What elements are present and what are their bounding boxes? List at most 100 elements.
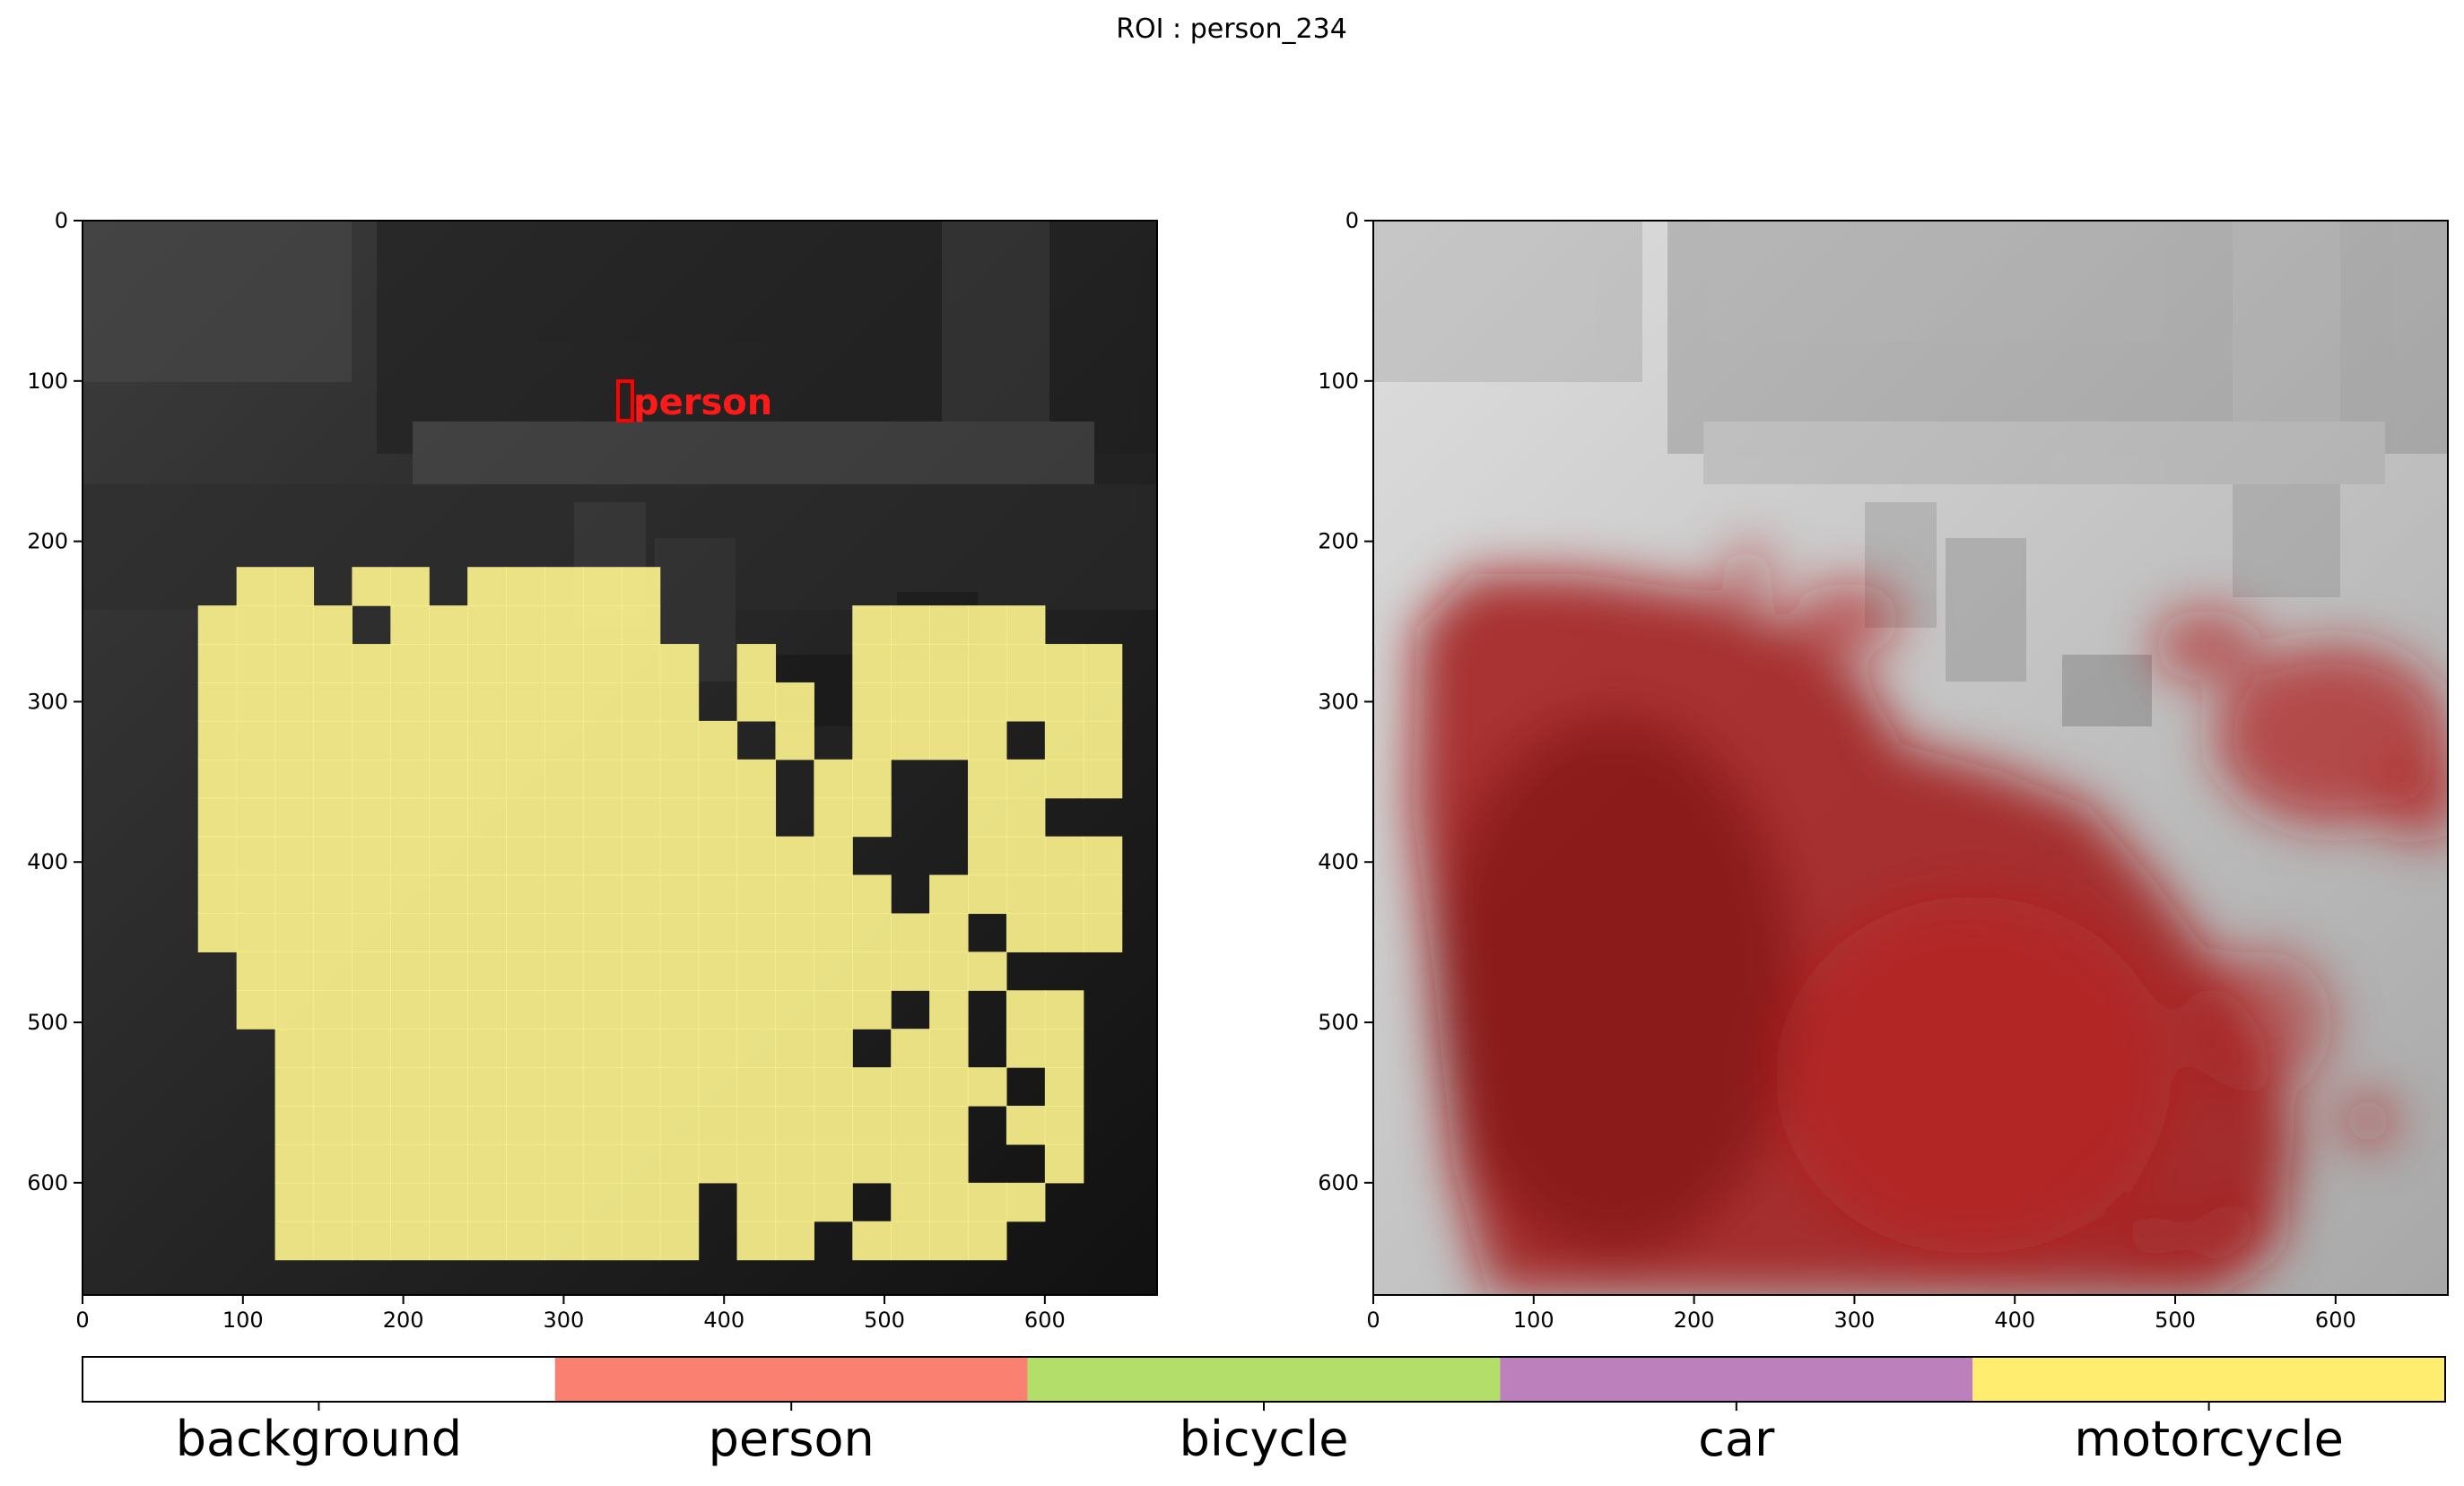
mask-cell [544, 874, 584, 915]
mask-cell [775, 990, 814, 1030]
mask-cell [1083, 644, 1123, 683]
mask-cell [506, 952, 545, 991]
mask-cell [968, 1221, 1007, 1261]
right-axes-frame [1372, 220, 2449, 1296]
mask-cell [1044, 874, 1084, 915]
mask-cell [274, 1029, 315, 1068]
mask-cell [352, 797, 391, 838]
mask-cell [506, 682, 545, 722]
mask-cell [582, 797, 623, 838]
mask-cell [929, 1182, 969, 1222]
mask-cell [467, 682, 507, 722]
mask-cell [621, 1182, 661, 1222]
mask-cell [467, 990, 507, 1030]
mask-cell [891, 1029, 930, 1068]
mask-cell [390, 1221, 430, 1261]
mask-cell [352, 990, 391, 1030]
mask-cell [390, 682, 430, 722]
mask-cell [582, 874, 623, 915]
mask-cell [891, 605, 930, 645]
mask-cell [390, 759, 430, 799]
mask-cell [313, 913, 353, 952]
attention-heatmap [1413, 547, 2448, 1295]
mask-cell [698, 913, 738, 952]
mask-cell [929, 682, 969, 722]
mask-cell [891, 1143, 930, 1184]
mask-cell [814, 1106, 853, 1145]
right-ytick-label: 500 [1318, 1010, 1359, 1035]
mask-cell [1044, 1143, 1084, 1184]
mask-cell [390, 720, 430, 760]
mask-cell [775, 952, 814, 991]
mask-cell [852, 644, 892, 683]
mask-cell [891, 682, 930, 722]
left-xtick-label: 400 [703, 1308, 744, 1333]
mask-cell [352, 874, 391, 915]
right-xtick-label: 500 [2155, 1308, 2196, 1333]
mask-cell [775, 682, 814, 722]
mask-cell [506, 913, 545, 952]
mask-cell [929, 1143, 969, 1184]
mask-cell [429, 759, 468, 799]
mask-cell [1006, 759, 1046, 799]
mask-cell [197, 913, 238, 952]
mask-cell [659, 874, 700, 915]
mask-cell [390, 1106, 430, 1145]
mask-cell [736, 759, 777, 799]
mask-cell [390, 836, 430, 876]
mask-cell [1006, 644, 1046, 683]
mask-cell [929, 1067, 969, 1107]
mask-cell [736, 1106, 777, 1145]
mask-cell [968, 759, 1007, 799]
right-axis-ticks: 0 100 200 300 400 500 600 0 100 200 300 400 500 600 [1318, 208, 2356, 1333]
mask-cell [274, 1143, 315, 1184]
mask-cell [544, 682, 584, 722]
mask-cell [1044, 913, 1084, 952]
mask-cell [274, 913, 315, 952]
mask-cell [736, 797, 777, 838]
mask-cell [274, 990, 315, 1030]
mask-cell [852, 759, 892, 799]
right-xtick-label: 600 [2315, 1308, 2356, 1333]
mask-cell [197, 605, 238, 645]
mask-cell [582, 1106, 623, 1145]
mask-cell [1083, 874, 1123, 915]
mask-cell [467, 1067, 507, 1107]
mask-cell [506, 1143, 545, 1184]
mask-cell [429, 682, 468, 722]
mask-cell [313, 1029, 353, 1068]
mask-cell [236, 952, 276, 991]
mask-cell [429, 913, 468, 952]
mask-cell [313, 1106, 353, 1145]
mask-cell [352, 644, 391, 683]
mask-cell [968, 720, 1007, 760]
left-ytick-label: 400 [27, 849, 68, 874]
mask-cell [506, 1182, 545, 1222]
mask-cell [891, 1221, 930, 1261]
mask-cell [698, 836, 738, 876]
mask-cell [1044, 682, 1084, 722]
mask-cell [1006, 1182, 1046, 1222]
mask-cell [390, 1029, 430, 1068]
right-ytick-label: 600 [1318, 1170, 1359, 1195]
mask-cell [1044, 759, 1084, 799]
mask-cell [506, 1221, 545, 1261]
mask-cell [1044, 1106, 1084, 1145]
left-xtick-label: 500 [864, 1308, 905, 1333]
mask-cell [467, 797, 507, 838]
mask-cell [621, 720, 661, 760]
mask-cell [968, 1182, 1007, 1222]
mask-cell [274, 1221, 315, 1261]
mask-cell [352, 1182, 391, 1222]
mask-cell [582, 567, 623, 606]
mask-cell [968, 874, 1007, 915]
mask-cell [197, 836, 238, 876]
mask-cell [506, 567, 545, 606]
mask-cell [698, 720, 738, 760]
mask-cell [1006, 1106, 1046, 1145]
mask-cell [274, 1067, 315, 1107]
mask-cell [352, 836, 391, 876]
mask-cell [698, 1143, 738, 1184]
roi-box [616, 379, 634, 422]
mask-cell [775, 1067, 814, 1107]
